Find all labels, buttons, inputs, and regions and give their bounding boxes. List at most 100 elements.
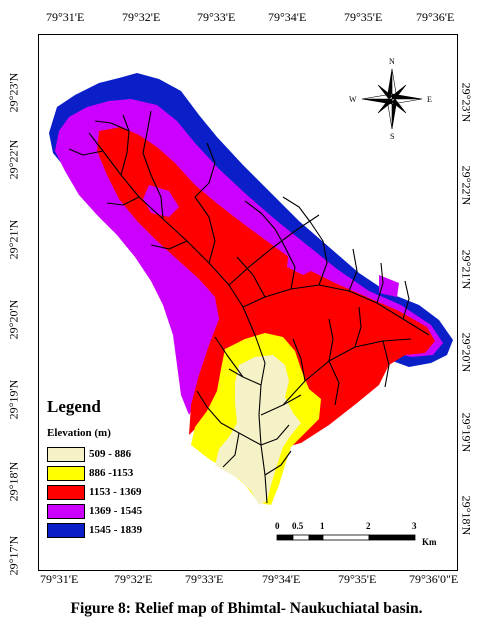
- top-lon-label-3: 79°33'E: [197, 10, 236, 24]
- stream-line: [142, 152, 164, 220]
- bottom-lon-label-1: 79°31'E: [40, 572, 79, 586]
- legend-item: 886 -1153: [47, 464, 142, 482]
- left-lat-label-1: 29°23'N: [6, 72, 21, 113]
- stream-line: [402, 280, 410, 320]
- compass-point: [377, 84, 393, 100]
- top-lon-label-4: 79°34'E: [268, 10, 307, 24]
- scale-segment: [292, 534, 310, 541]
- scale-tick-3: 3: [412, 521, 417, 531]
- legend-swatch: [47, 446, 85, 462]
- legend-item-label: 1545 - 1839: [89, 524, 143, 536]
- stream-line: [242, 284, 430, 336]
- north-arrow: [361, 68, 423, 130]
- top-lon-label-2: 79°32'E: [122, 10, 161, 24]
- stream-line: [274, 228, 296, 290]
- scale-segment: [368, 534, 416, 541]
- right-lat-label-4: 29°20'N: [459, 332, 474, 373]
- stream-line: [282, 338, 412, 406]
- stream-line: [260, 424, 290, 446]
- stream-line: [68, 148, 104, 156]
- compass-e-label: E: [427, 95, 432, 104]
- legend-title: Legend: [47, 397, 101, 416]
- compass-n-label: N: [389, 57, 395, 66]
- bottom-lon-label-3: 79°33'E: [185, 572, 224, 586]
- scale-unit: Km: [422, 537, 437, 547]
- compass-point: [377, 98, 393, 114]
- left-lat-label-4: 29°20'N: [6, 299, 21, 340]
- right-lat-label-6: 29°18'N: [459, 495, 474, 536]
- legend-item-label: 886 -1153: [89, 467, 134, 479]
- bottom-lon-label-2: 79°32'E: [114, 572, 153, 586]
- stream-line: [282, 196, 312, 224]
- stream-line: [228, 214, 320, 286]
- elevation-zone-1153-1369: [97, 127, 435, 449]
- elevation-patch-1369-1545-c: [379, 275, 399, 297]
- bottom-lon-label-6: 79°36'0"E: [409, 572, 459, 586]
- right-lat-label-3: 29°21'N: [459, 249, 474, 290]
- legend-rows: 509 - 886 886 -1153 1153 - 1369 1369 - 1545…: [47, 445, 142, 539]
- relief-map: [49, 68, 453, 541]
- left-lat-label-6: 29°18'N: [6, 461, 21, 502]
- stream-line: [150, 240, 188, 250]
- stream-line: [258, 362, 268, 504]
- legend-swatch: [47, 465, 85, 481]
- stream-line: [194, 142, 216, 198]
- stream-line: [142, 110, 152, 154]
- legend-item: 1153 - 1369: [47, 483, 142, 501]
- top-lon-label-6: 79°36'E: [416, 10, 455, 24]
- left-lat-label-2: 29°22'N: [6, 139, 21, 180]
- stream-line: [194, 196, 216, 264]
- bottom-lon-label-4: 79°34'E: [262, 572, 301, 586]
- legend-item: 1545 - 1839: [47, 521, 142, 539]
- stream-line: [292, 338, 306, 382]
- left-lat-label-3: 29°21'N: [6, 219, 21, 260]
- legend-swatch: [47, 522, 85, 538]
- stream-line: [376, 262, 384, 304]
- top-lon-label-5: 79°35'E: [344, 10, 383, 24]
- legend-swatch: [47, 484, 85, 500]
- legend: Legend Elevation (m) 509 - 886 886 -1153 1…: [47, 397, 142, 540]
- scale-bar: [276, 534, 416, 541]
- stream-line: [328, 360, 340, 406]
- legend-item-label: 1153 - 1369: [89, 486, 142, 498]
- legend-item-label: 509 - 886: [89, 448, 132, 460]
- compass-point: [361, 93, 393, 100]
- scale-tick-0: 0: [275, 521, 280, 531]
- stream-line: [310, 222, 328, 286]
- stream-line: [196, 390, 222, 424]
- scale-tick-0-5: 0.5: [292, 521, 304, 531]
- left-lat-label-7: 29°17'N: [6, 535, 21, 576]
- left-lat-label-5: 29°19'N: [6, 379, 21, 420]
- elevation-patch-1369-1545-b: [287, 249, 315, 275]
- right-lat-label-5: 29°19'N: [459, 412, 474, 453]
- bottom-lon-label-5: 79°35'E: [338, 572, 377, 586]
- legend-swatch: [47, 503, 85, 519]
- scale-segment: [322, 534, 370, 541]
- legend-item-label: 1369 - 1545: [89, 505, 143, 517]
- legend-item: 509 - 886: [47, 445, 142, 463]
- scale-tick-2: 2: [366, 521, 371, 531]
- scale-segment: [308, 534, 324, 541]
- stream-line: [328, 318, 334, 362]
- figure-caption: Figure 8: Relief map of Bhimtal- Naukuch…: [70, 600, 423, 617]
- right-lat-label-2: 29°22'N: [459, 165, 474, 206]
- stream-line: [222, 432, 240, 468]
- legend-item: 1369 - 1545: [47, 502, 142, 520]
- legend-subtitle: Elevation (m): [47, 427, 111, 439]
- stream-line: [264, 450, 292, 476]
- scale-segment: [276, 534, 294, 541]
- stream-line: [382, 340, 390, 388]
- compass-point: [391, 98, 407, 114]
- elevation-zone-509-886: [215, 355, 301, 505]
- map-frame: N S E W 0 0.5 1 2 3 Km Legend Elevation …: [38, 34, 458, 571]
- stream-line: [106, 196, 140, 206]
- compass-w-label: W: [349, 95, 357, 104]
- stream-line: [94, 120, 130, 132]
- stream-line: [354, 306, 362, 348]
- stream-line: [244, 200, 276, 230]
- right-lat-label-1: 29°23'N: [459, 82, 474, 123]
- compass-s-label: S: [390, 132, 395, 141]
- stream-line: [236, 256, 266, 298]
- stream-line: [214, 336, 244, 378]
- drainage-network: [68, 110, 430, 504]
